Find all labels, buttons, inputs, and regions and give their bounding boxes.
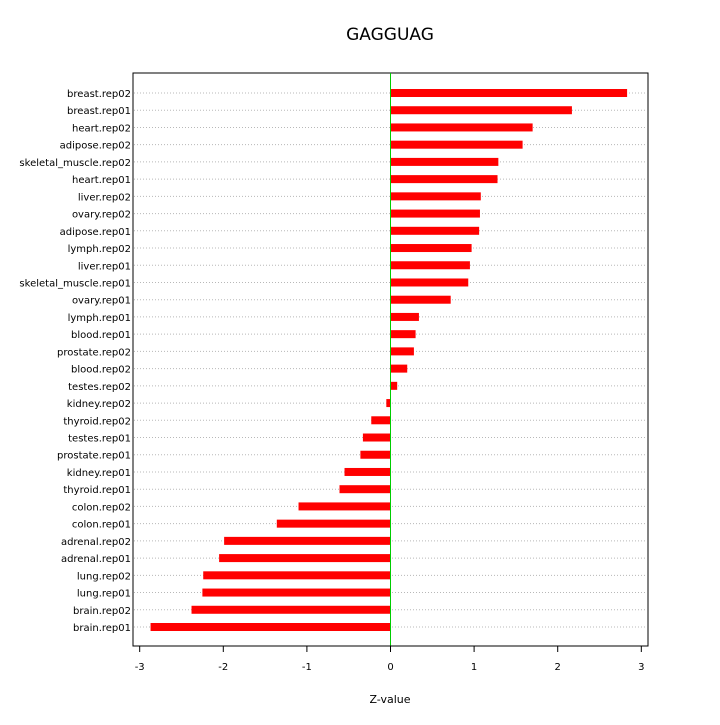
bar-thyroid-rep01 bbox=[339, 485, 391, 494]
bars bbox=[150, 89, 628, 631]
bar-kidney-rep01 bbox=[344, 467, 391, 476]
category-label: liver.rep01 bbox=[78, 261, 131, 272]
category-label: breast.rep01 bbox=[67, 106, 131, 117]
category-label: prostate.rep02 bbox=[57, 347, 131, 358]
category-label: thyroid.rep02 bbox=[63, 416, 131, 427]
bar-colon-rep02 bbox=[298, 502, 391, 511]
category-label: blood.rep02 bbox=[71, 365, 131, 376]
x-tick-label: 3 bbox=[638, 662, 644, 673]
bar-lymph-rep01 bbox=[390, 312, 419, 321]
x-tick-label: 0 bbox=[387, 662, 393, 673]
x-axis: -3 -2 -1 0 1 2 3 bbox=[135, 645, 644, 673]
bar-blood-rep01 bbox=[390, 330, 416, 339]
bar-heart-rep02 bbox=[390, 123, 533, 132]
bar-colon-rep01 bbox=[276, 519, 391, 528]
category-label: lymph.rep01 bbox=[68, 313, 131, 324]
category-label: colon.rep02 bbox=[72, 502, 131, 513]
category-label: brain.rep02 bbox=[73, 606, 131, 617]
category-label: lung.rep02 bbox=[77, 571, 131, 582]
chart-title: GAGGUAG bbox=[346, 25, 434, 45]
category-label: kidney.rep01 bbox=[67, 468, 131, 479]
bar-adipose-rep01 bbox=[390, 226, 480, 235]
category-label: colon.rep01 bbox=[72, 520, 131, 531]
category-label: heart.rep02 bbox=[72, 123, 131, 134]
bar-prostate-rep01 bbox=[360, 450, 391, 459]
bar-liver-rep02 bbox=[390, 192, 481, 201]
x-tick-label: -1 bbox=[302, 662, 312, 673]
category-label: testes.rep02 bbox=[68, 382, 131, 393]
bar-breast-rep02 bbox=[390, 89, 628, 97]
x-axis-label: Z-value bbox=[369, 693, 410, 706]
category-label: skeletal_muscle.rep01 bbox=[19, 278, 131, 289]
category-label: liver.rep02 bbox=[78, 192, 131, 203]
bar-heart-rep01 bbox=[390, 175, 498, 184]
bar-lung-rep01 bbox=[202, 588, 391, 597]
category-label: adrenal.rep01 bbox=[61, 554, 131, 565]
category-label: lung.rep01 bbox=[77, 589, 131, 600]
x-tick-label: -3 bbox=[135, 662, 145, 673]
category-label: breast.rep02 bbox=[67, 89, 131, 100]
bar-adipose-rep02 bbox=[390, 140, 523, 149]
bar-lung-rep02 bbox=[203, 571, 391, 580]
bar-liver-rep01 bbox=[390, 261, 470, 270]
category-label: skeletal_muscle.rep02 bbox=[19, 158, 131, 169]
category-label: heart.rep01 bbox=[72, 175, 131, 186]
category-label: lymph.rep02 bbox=[68, 244, 131, 255]
category-labels: breast.rep02 breast.rep01 heart.rep02 adipo… bbox=[19, 89, 131, 634]
bar-testes-rep02 bbox=[390, 381, 398, 390]
category-label: adipose.rep01 bbox=[60, 227, 131, 238]
x-tick-label: 1 bbox=[471, 662, 477, 673]
category-label: adipose.rep02 bbox=[60, 141, 131, 152]
category-label: testes.rep01 bbox=[68, 434, 131, 445]
bar-kidney-rep02 bbox=[386, 399, 391, 408]
bar-brain-rep01 bbox=[150, 623, 391, 631]
x-tick-label: -2 bbox=[218, 662, 228, 673]
bar-blood-rep02 bbox=[390, 364, 408, 373]
bar-lymph-rep02 bbox=[390, 244, 472, 253]
category-label: adrenal.rep02 bbox=[61, 537, 131, 548]
bar-brain-rep02 bbox=[191, 605, 391, 614]
category-label: kidney.rep02 bbox=[67, 399, 131, 410]
bar-skeletal-muscle-rep02 bbox=[390, 157, 499, 166]
category-label: blood.rep01 bbox=[71, 330, 131, 341]
category-label: brain.rep01 bbox=[73, 623, 131, 634]
category-label: thyroid.rep01 bbox=[63, 485, 131, 496]
bar-breast-rep01 bbox=[390, 106, 572, 115]
x-tick-label: 2 bbox=[555, 662, 561, 673]
bar-ovary-rep01 bbox=[390, 295, 451, 304]
category-label: prostate.rep01 bbox=[57, 451, 131, 462]
bar-thyroid-rep02 bbox=[371, 416, 391, 425]
bar-prostate-rep02 bbox=[390, 347, 414, 356]
category-label: ovary.rep01 bbox=[72, 296, 131, 307]
category-label: ovary.rep02 bbox=[72, 210, 131, 221]
bar-skeletal-muscle-rep01 bbox=[390, 278, 469, 287]
bar-adrenal-rep02 bbox=[224, 536, 391, 545]
bar-testes-rep01 bbox=[362, 433, 391, 442]
bar-adrenal-rep01 bbox=[219, 554, 391, 563]
bar-ovary-rep02 bbox=[390, 209, 480, 218]
